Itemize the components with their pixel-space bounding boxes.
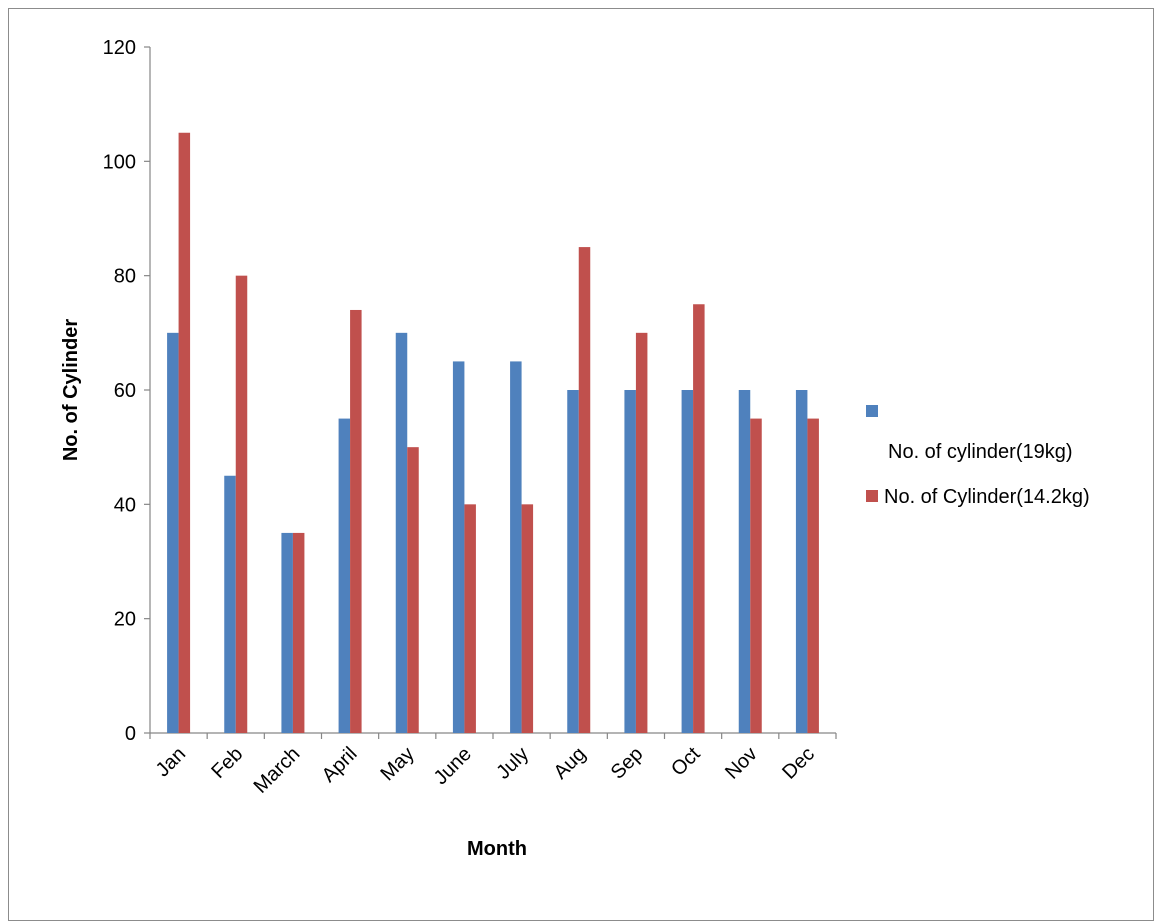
bar-series-2-feb [235,275,248,733]
bar-series-1-oct [681,390,694,733]
bar-series-1-may [395,332,408,733]
legend: No. of cylinder(19kg) No. of Cylinder(14.… [866,405,1090,508]
bar-series-1-july [510,361,522,733]
bar-series-2-oct [693,304,705,733]
x-tick-label: Feb [207,743,247,783]
y-axis: 0 20 40 60 80 100 120 [103,37,151,745]
bar-series-2-april [350,309,362,733]
x-tick-label: Sep [607,743,648,784]
bar-series-1-sep [624,390,636,733]
bars [167,132,819,734]
legend-label-series-2: No. of Cylinder(14.2kg) [884,486,1090,508]
y-tick-label: 40 [114,494,136,516]
bar-series-1-june [452,361,465,733]
bar-series-1-nov [738,390,751,733]
y-tick-label: 120 [103,37,136,59]
bar-series-1-jan [167,332,179,733]
x-tick-label: May [377,743,419,785]
legend-swatch-series-1 [866,405,878,417]
y-tick-label: 20 [114,609,136,631]
x-tick-label: March [250,743,305,798]
x-axis: Jan Feb March April May June July Aug Sep Oct Nov D… [149,732,837,798]
x-tick-label: July [492,743,533,784]
bar-series-1-aug [567,390,579,733]
x-tick-label: Jan [152,743,190,781]
x-tick-label: Dec [778,743,819,784]
x-axis-title: Month [467,838,527,860]
x-tick-label: Oct [667,743,705,781]
bar-series-2-july [521,504,534,733]
x-tick-label: Aug [550,743,591,784]
y-tick-label: 80 [114,266,136,288]
bar-series-1-march [281,532,293,733]
bar-series-2-dec [807,418,819,733]
bar-series-2-sep [635,332,648,733]
x-tick-label: Nov [721,743,762,784]
bar-series-1-dec [795,390,808,733]
x-tick-label: April [318,743,362,787]
legend-swatch-series-2 [866,490,878,502]
y-tick-label: 60 [114,380,136,402]
bar-series-2-may [407,447,419,733]
y-axis-title: No. of Cylinder [60,319,82,461]
y-tick-label: 0 [125,723,136,745]
bar-series-2-jan [178,132,191,733]
legend-label-series-1: No. of cylinder(19kg) [888,441,1073,463]
bar-series-1-april [338,418,351,733]
y-tick-label: 100 [103,151,136,173]
bar-series-2-march [292,532,305,733]
x-tick-label: June [430,743,476,789]
bar-series-2-nov [750,418,762,733]
bar-series-1-feb [224,475,236,733]
bar-series-2-june [464,504,476,733]
bar-series-2-aug [578,247,591,734]
